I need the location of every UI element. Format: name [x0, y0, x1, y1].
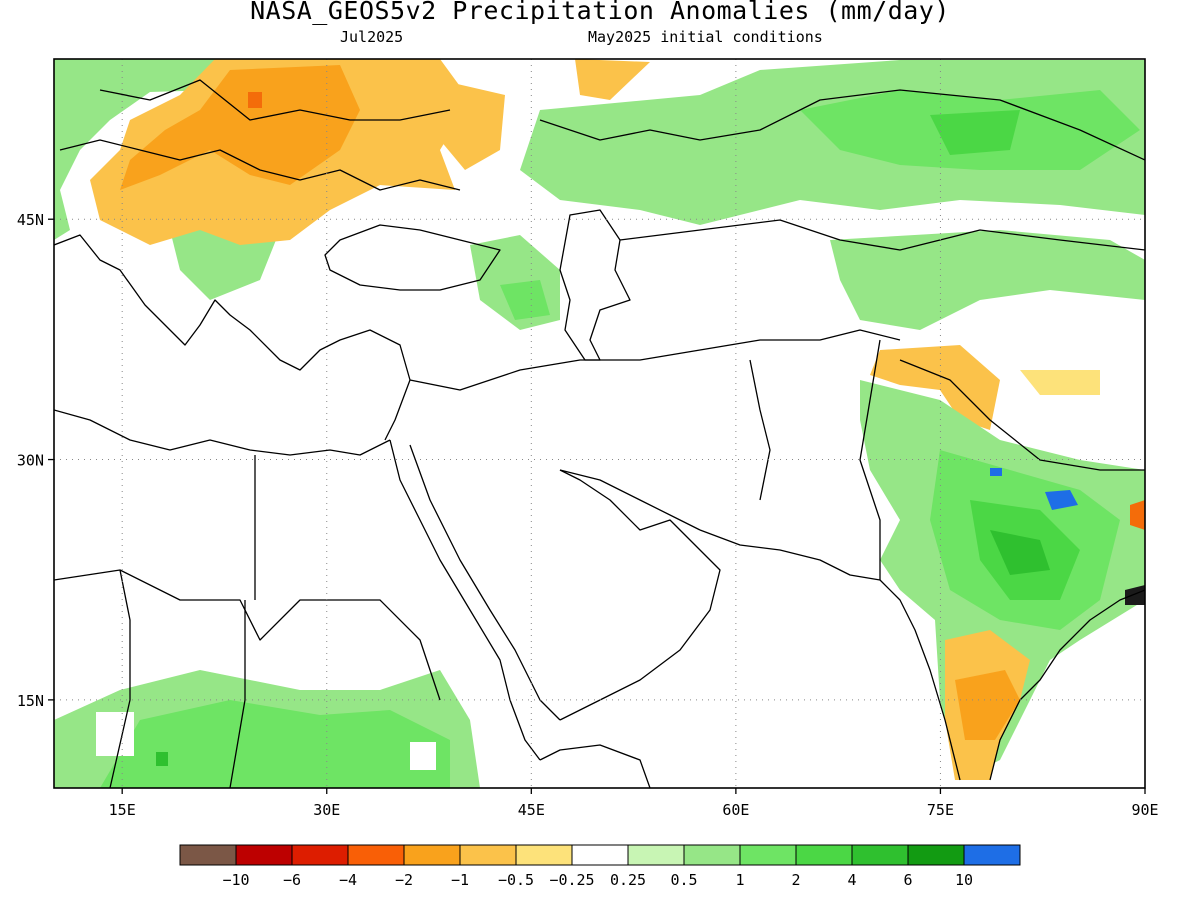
- colorbar-label: −10: [222, 871, 249, 889]
- coastline-india-west: [879, 579, 961, 781]
- colorbar-swatch: [235, 844, 293, 866]
- coastline-north-africa: [54, 409, 391, 456]
- anomaly-region-russia-dry: [440, 80, 505, 170]
- border-chad-sudan: [229, 600, 246, 788]
- colorbar-swatch: [291, 844, 349, 866]
- map-frame: [53, 58, 1146, 789]
- coastline-red-sea: [389, 439, 541, 761]
- border-middle-east: [409, 329, 901, 391]
- anomaly-region-poland-max: [248, 92, 262, 108]
- lat-tick-label: 15N: [17, 692, 44, 710]
- anomaly-region-chad-max: [156, 752, 168, 766]
- colorbar-label: −1: [451, 871, 469, 889]
- border-central-asia: [619, 219, 1145, 251]
- coastline-india-east: [989, 589, 1145, 781]
- colorbar-label: −0.5: [498, 871, 534, 889]
- anomaly-region-south-india-dry-core: [955, 670, 1020, 740]
- lon-tick-label: 15E: [109, 801, 136, 819]
- anomaly-region-central-europe-dry-core: [120, 65, 360, 190]
- lon-tick-label: 30E: [313, 801, 340, 819]
- border-russia-north: [539, 89, 1145, 161]
- axis-ticks: 15E 30E 45E 60E 75E 90E 45N 30N 15N: [17, 211, 1159, 819]
- lon-tick-label: 45E: [518, 801, 545, 819]
- chart-title: NASA_GEOS5v2 Precipitation Anomalies (mm…: [250, 0, 950, 25]
- coastline-caspian: [559, 209, 631, 361]
- colorbar-swatch: [907, 844, 965, 866]
- coastlines-and-borders: [54, 79, 1145, 788]
- lon-tick-label: 60E: [722, 801, 749, 819]
- colorbar-swatch: [515, 844, 573, 866]
- colorbar-label: −2: [395, 871, 413, 889]
- coastline-iran-pakistan: [699, 529, 881, 581]
- forecast-month: Jul2025: [340, 28, 404, 46]
- anomaly-region-tibet-dry: [1020, 370, 1100, 395]
- colorbar-label: −6: [283, 871, 301, 889]
- anomaly-region-myanmar-coast: [1125, 585, 1145, 605]
- anomaly-region-uttarakhand-extreme: [990, 468, 1002, 476]
- border-europe-internal: [99, 79, 451, 121]
- lat-tick-label: 45N: [17, 211, 44, 229]
- lon-tick-label: 75E: [927, 801, 954, 819]
- colorbar-label: −4: [339, 871, 357, 889]
- anomaly-region-caucasus-wet-core: [500, 280, 550, 320]
- colorbar-label: 10: [955, 871, 973, 889]
- lat-tick-label: 30N: [17, 452, 44, 470]
- colorbar-swatch: [851, 844, 909, 866]
- colorbar-label: 6: [903, 871, 912, 889]
- coastline-arabia: [559, 469, 721, 721]
- initial-conditions: May2025 initial conditions: [588, 28, 823, 46]
- colorbar-swatch: [963, 844, 1021, 866]
- border-himalaya: [899, 359, 1145, 471]
- anomaly-region-sahel-wet-core: [100, 700, 450, 788]
- coastline-persian-gulf: [559, 469, 701, 531]
- colorbar-swatch: [571, 844, 629, 866]
- colorbar-label: 4: [847, 871, 856, 889]
- colorbar-swatch: [683, 844, 741, 866]
- colorbar-label: 2: [791, 871, 800, 889]
- coastline-horn-of-africa: [539, 744, 651, 788]
- anomaly-region-bangladesh-dry: [1130, 500, 1145, 530]
- colorbar-swatch: [459, 844, 517, 866]
- border-iran-afghanistan: [749, 359, 771, 501]
- anomaly-region-europe-wet: [54, 59, 220, 240]
- anomaly-region-ethiopia-gap: [410, 742, 436, 770]
- colorbar-swatch: [347, 844, 405, 866]
- coastline-europe: [54, 234, 411, 441]
- border-pakistan-india: [859, 339, 881, 580]
- lon-tick-label: 90E: [1131, 801, 1158, 819]
- colorbar-legend: −10 −6 −4 −2 −1 −0.5 −0.25 0.25 0.5 1 2 4 6 10: [179, 844, 1021, 889]
- colorbar-label: 0.5: [670, 871, 697, 889]
- colorbar-label: 0.25: [610, 871, 646, 889]
- precipitation-anomaly-fields: [54, 59, 1145, 788]
- colorbar-label: 1: [735, 871, 744, 889]
- colorbar-swatch: [795, 844, 853, 866]
- colorbar-swatch: [403, 844, 461, 866]
- coastline-black-sea: [324, 224, 501, 291]
- anomaly-region-volga-dry: [575, 59, 650, 100]
- anomaly-region-tienshan-wet: [830, 230, 1145, 330]
- anomaly-region-central-india-max: [990, 530, 1050, 575]
- colorbar-swatch: [627, 844, 685, 866]
- colorbar-swatch: [739, 844, 797, 866]
- border-africa-west: [109, 569, 131, 788]
- anomaly-region-siberia-wet-max: [930, 110, 1020, 155]
- border-europe-north: [59, 139, 461, 191]
- colorbar-swatch: [179, 844, 237, 866]
- colorbar-label: −0.25: [549, 871, 594, 889]
- anomaly-region-karakoram-dry: [870, 345, 1000, 430]
- border-africa-south: [54, 569, 441, 701]
- anomaly-region-nepal-extreme: [1045, 490, 1078, 510]
- map-content: [54, 59, 1145, 788]
- anomaly-region-sahel-gap: [96, 712, 134, 756]
